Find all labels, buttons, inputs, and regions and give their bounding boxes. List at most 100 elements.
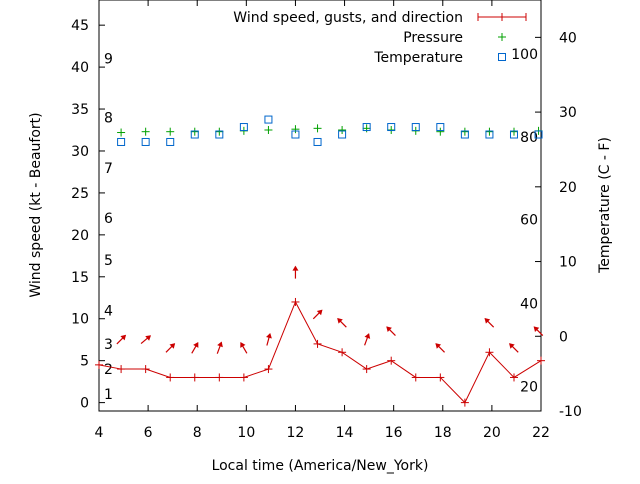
x-tick-label: 14 xyxy=(336,425,354,441)
wind-point xyxy=(141,365,150,374)
pressure-point xyxy=(264,126,273,135)
y2-tick-label: 20 xyxy=(559,180,577,196)
arrow-head xyxy=(240,342,246,348)
wind-arrow xyxy=(386,326,396,336)
x-tick-label: 20 xyxy=(483,425,501,441)
wind-arrow xyxy=(216,341,223,354)
arrow-head xyxy=(169,343,176,349)
beaufort-label: 2 xyxy=(104,362,113,378)
wind-arrow xyxy=(484,317,495,328)
wind-arrow xyxy=(266,332,272,346)
wind-point xyxy=(117,365,126,374)
wind-point xyxy=(190,373,199,382)
beaufort-label: 6 xyxy=(104,211,113,227)
pressure-point xyxy=(460,127,469,136)
temperature-point xyxy=(117,137,126,146)
y2-tick-label: 40 xyxy=(559,30,577,46)
fahrenheit-label: 20 xyxy=(520,379,538,395)
wind-arrow xyxy=(292,265,299,279)
temperature-point xyxy=(313,137,322,146)
legend-swatch-marker xyxy=(498,53,506,61)
wind-point xyxy=(411,373,420,382)
y2-tick-label: 0 xyxy=(559,329,568,345)
temperature-point xyxy=(338,130,347,139)
fahrenheit-label: 100 xyxy=(511,47,538,63)
wind-arrow xyxy=(533,326,544,336)
temperature-point xyxy=(362,123,371,132)
temperature-point xyxy=(141,137,150,146)
y-tick-label: 40 xyxy=(71,60,89,76)
temperature-point xyxy=(166,137,175,146)
pressure-point xyxy=(387,126,396,135)
temperature-point xyxy=(387,123,396,132)
pressure-point xyxy=(485,127,494,136)
wind-arrow xyxy=(364,333,371,346)
x-tick-label: 18 xyxy=(434,425,452,441)
legend-label: Temperature xyxy=(373,50,463,66)
beaufort-label: 5 xyxy=(104,253,113,269)
arrow-head xyxy=(533,326,540,333)
wind-line xyxy=(98,300,542,404)
wind-point xyxy=(338,348,347,357)
wind-arrow xyxy=(140,335,152,345)
y-tick-label: 45 xyxy=(71,18,89,34)
x-tick-label: 6 xyxy=(144,425,153,441)
legend-swatch-marker xyxy=(498,33,506,41)
y-tick-label: 0 xyxy=(80,396,89,412)
y-tick-label: 30 xyxy=(71,144,89,160)
arrow-head xyxy=(484,317,491,324)
y-tick-label: 10 xyxy=(71,312,89,328)
wind-arrow xyxy=(116,334,127,345)
x-tick-label: 12 xyxy=(287,425,305,441)
pressure-series xyxy=(117,124,543,137)
x-tick-label: 8 xyxy=(193,425,202,441)
x-tick-label: 16 xyxy=(385,425,403,441)
beaufort-label: 4 xyxy=(104,303,113,319)
y2-tick-label: -10 xyxy=(559,404,582,420)
plot-frame xyxy=(98,0,542,412)
wind-point xyxy=(95,360,103,369)
legend-swatch-marker xyxy=(498,13,506,21)
arrow-head xyxy=(364,333,371,339)
y2-tick-label: 10 xyxy=(559,255,577,271)
pressure-point xyxy=(215,127,224,136)
wind-series xyxy=(95,297,545,407)
wind-point xyxy=(387,356,396,365)
wind-arrow xyxy=(337,317,347,328)
temperature-point xyxy=(534,130,543,139)
temperature-point xyxy=(485,130,494,139)
arrow-head xyxy=(193,342,199,348)
arrow-head xyxy=(292,265,299,271)
y-tick-label: 20 xyxy=(71,228,89,244)
beaufort-label: 1 xyxy=(104,387,113,403)
beaufort-labels: 1 2 3 4 5 6 7 8 9 xyxy=(104,52,113,404)
pressure-point xyxy=(509,127,518,136)
arrow-head xyxy=(266,332,272,339)
wind-point xyxy=(362,365,371,374)
wind-arrow xyxy=(165,343,176,353)
beaufort-label: 7 xyxy=(104,161,113,177)
wind-point xyxy=(239,373,248,382)
arrow-head xyxy=(217,341,223,348)
fahrenheit-label: 40 xyxy=(520,296,538,312)
beaufort-label: 8 xyxy=(104,110,113,126)
wind-point xyxy=(537,356,545,365)
wind-arrow xyxy=(509,343,519,353)
pressure-point xyxy=(291,125,300,134)
temperature-point xyxy=(509,130,518,139)
tick-labels: 4 6 8 10 12 14 16 18 20 22051015202530354045-1001… xyxy=(71,18,582,441)
y-tick-label: 25 xyxy=(71,186,89,202)
y-axis-label: Wind speed (kt - Beaufort) xyxy=(28,112,44,297)
y-tick-label: 5 xyxy=(80,354,89,370)
temperature-point xyxy=(215,130,224,139)
arrow-head xyxy=(316,309,323,316)
wind-arrow xyxy=(435,343,445,353)
arrow-head xyxy=(386,326,392,333)
temperature-point xyxy=(291,130,300,139)
beaufort-label: 3 xyxy=(104,337,113,353)
beaufort-label: 9 xyxy=(104,52,113,68)
fahrenheit-label: 60 xyxy=(520,213,538,229)
arrow-head xyxy=(120,334,127,341)
wind-point xyxy=(291,297,300,306)
legend-label: Pressure xyxy=(403,30,463,46)
